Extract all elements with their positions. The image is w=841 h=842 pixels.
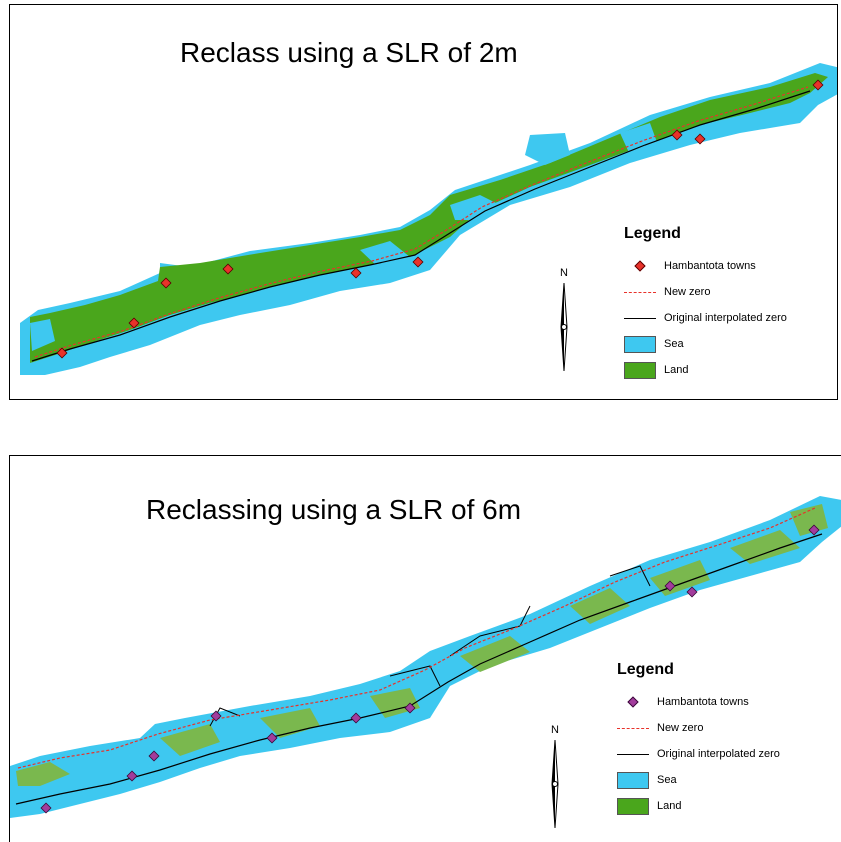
lagoon	[620, 123, 658, 155]
new-zero-line	[34, 86, 809, 358]
town-marker	[412, 256, 424, 268]
legend-label: New zero	[664, 286, 711, 298]
solid-line-icon	[617, 753, 649, 755]
town-marker	[210, 710, 222, 722]
legend-item-towns: Hambantota towns	[622, 253, 787, 279]
lagoon	[360, 241, 410, 269]
town-marker	[40, 802, 52, 814]
coastline-map	[10, 496, 841, 818]
legend: Legend Hambantota towns New zero Origina…	[615, 661, 780, 819]
lagoon	[525, 133, 570, 165]
legend-label: Sea	[664, 338, 684, 350]
town-marker	[222, 263, 234, 275]
dashed-line-icon	[624, 291, 656, 293]
diamond-icon	[634, 260, 646, 272]
lagoon	[450, 195, 500, 220]
legend-label: New zero	[657, 722, 704, 734]
legend-label: Sea	[657, 774, 677, 786]
original-interpolated-zero-line	[31, 90, 811, 362]
town-marker	[686, 586, 698, 598]
original-interpolated-zero-line	[209, 565, 651, 727]
land-area	[460, 636, 530, 672]
legend-item-interpolated-zero: Original interpolated zero	[615, 741, 780, 767]
dashed-line-icon	[617, 727, 649, 729]
land-area	[730, 530, 800, 564]
town-marker	[350, 712, 362, 724]
legend-item-sea: Sea	[615, 767, 780, 793]
legend-item-interpolated-zero: Original interpolated zero	[622, 305, 787, 331]
lagoon	[30, 319, 55, 351]
map-title: Reclassing using a SLR of 6m	[146, 494, 522, 525]
original-interpolated-zero-line	[15, 533, 823, 805]
coastline-map	[20, 63, 837, 375]
town-marker	[812, 79, 824, 91]
legend-item-new-zero: New zero	[622, 279, 787, 305]
land-swatch	[624, 361, 656, 379]
town-marker	[128, 317, 140, 329]
town-marker	[126, 770, 138, 782]
town-marker	[266, 732, 278, 744]
town-marker	[404, 702, 416, 714]
legend-label: Original interpolated zero	[664, 312, 787, 324]
new-zero-line	[17, 507, 816, 769]
north-arrow-icon	[560, 282, 568, 372]
sea-swatch	[624, 335, 656, 353]
legend-item-land: Land	[615, 793, 780, 819]
legend-title: Legend	[617, 661, 674, 678]
land-area	[260, 708, 320, 738]
sea-swatch	[617, 771, 649, 789]
diamond-icon	[627, 696, 639, 708]
legend-label: Original interpolated zero	[657, 748, 780, 760]
solid-line-icon	[624, 317, 656, 319]
north-arrow-icon	[551, 739, 559, 829]
north-arrow: N	[545, 724, 565, 837]
sea-area	[10, 496, 841, 818]
map-panel-slr-6m: Reclassing using a SLR of 6m	[9, 455, 841, 842]
land-area	[570, 588, 630, 624]
map-title: Reclass using a SLR of 2m	[180, 37, 518, 68]
land-swatch	[617, 797, 649, 815]
town-markers	[40, 524, 820, 814]
town-marker	[671, 129, 683, 141]
north-arrow: N	[554, 267, 574, 380]
town-marker	[664, 580, 676, 592]
land-area	[160, 724, 220, 756]
legend-item-towns: Hambantota towns	[615, 689, 780, 715]
town-markers	[56, 79, 824, 359]
legend-label: Land	[664, 364, 689, 376]
town-marker	[148, 750, 160, 762]
legend-item-land: Land	[622, 357, 787, 383]
land-area	[16, 762, 70, 786]
map-panel-slr-2m: Reclass using a SLR of 2m N	[9, 4, 838, 400]
legend-item-new-zero: New zero	[615, 715, 780, 741]
north-label: N	[551, 724, 559, 736]
land-area	[790, 504, 828, 536]
town-marker	[808, 524, 820, 536]
town-marker	[350, 267, 362, 279]
legend-label: Hambantota towns	[664, 260, 756, 272]
legend-label: Land	[657, 800, 682, 812]
legend: Legend Hambantota towns New zero Origina…	[622, 225, 787, 383]
legend-label: Hambantota towns	[657, 696, 749, 708]
land-area	[650, 560, 710, 596]
town-marker	[56, 347, 68, 359]
town-marker	[694, 133, 706, 145]
legend-title: Legend	[624, 225, 681, 242]
town-marker	[160, 277, 172, 289]
legend-item-sea: Sea	[622, 331, 787, 357]
north-label: N	[560, 267, 568, 279]
